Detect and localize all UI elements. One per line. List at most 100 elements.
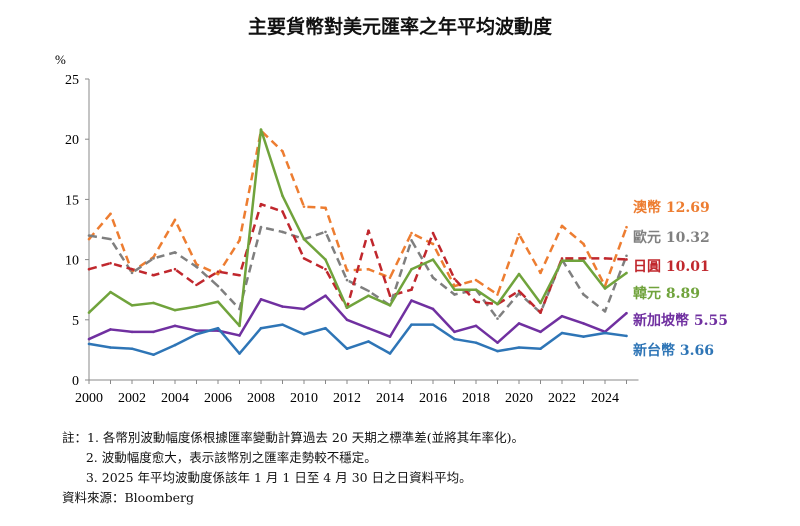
data-point <box>173 267 177 271</box>
data-point <box>302 332 306 336</box>
data-point <box>388 352 392 355</box>
data-point <box>517 272 521 276</box>
series-label-3: 日圓 10.01 <box>633 258 710 275</box>
data-point <box>195 305 198 308</box>
data-point <box>87 234 91 237</box>
data-point <box>410 323 413 326</box>
data-point <box>130 330 134 334</box>
data-point <box>109 328 112 331</box>
series-line-4 <box>88 128 628 328</box>
data-point <box>281 305 284 308</box>
data-point <box>130 304 134 307</box>
data-point <box>216 300 220 304</box>
data-point <box>474 341 478 344</box>
series-line-5 <box>88 294 628 344</box>
data-point <box>173 308 177 312</box>
data-point <box>302 257 306 260</box>
data-point <box>388 304 392 307</box>
data-point <box>109 346 112 349</box>
series-label-2: 歐元 10.32 <box>633 229 710 246</box>
data-point <box>603 257 607 260</box>
data-point <box>345 318 349 322</box>
series-label-1: 澳幣 12.69 <box>633 199 710 216</box>
data-point <box>216 326 220 330</box>
x-tick-label: 2006 <box>204 391 232 406</box>
data-point <box>281 210 284 213</box>
data-point <box>345 269 349 272</box>
data-point <box>582 242 585 246</box>
data-point <box>152 301 155 305</box>
data-point <box>625 225 628 229</box>
data-point <box>367 267 370 271</box>
data-point <box>87 267 91 271</box>
x-tick-label: 2014 <box>376 391 404 406</box>
data-point <box>582 257 585 260</box>
data-point <box>302 307 306 311</box>
data-point <box>388 294 392 298</box>
data-point <box>259 225 263 229</box>
data-point <box>152 330 155 334</box>
data-point <box>302 237 306 241</box>
data-point <box>152 353 155 357</box>
data-point <box>431 231 435 235</box>
data-point <box>625 258 628 261</box>
x-tick-label: 2020 <box>505 391 533 406</box>
data-point <box>367 294 370 298</box>
data-point <box>474 300 478 304</box>
data-point <box>582 293 585 296</box>
data-point <box>281 323 284 326</box>
note-3: 3. 2025 年平均波動度係該年 1 月 1 日至 4 月 30 日之日資料平… <box>62 470 472 485</box>
data-point <box>431 242 435 246</box>
data-point <box>496 293 499 296</box>
data-point <box>410 267 413 271</box>
data-point <box>603 287 607 290</box>
x-tick-label: 2022 <box>548 391 576 406</box>
data-point <box>238 352 241 355</box>
data-point <box>367 229 370 233</box>
data-point <box>324 294 327 298</box>
data-point <box>625 334 628 338</box>
data-point <box>517 289 521 293</box>
data-point <box>410 299 413 302</box>
data-point <box>453 293 456 296</box>
data-point <box>431 323 435 326</box>
data-point <box>517 346 521 349</box>
data-point <box>539 311 542 314</box>
x-tick-label: 2010 <box>290 391 318 406</box>
series-label-4: 韓元 8.89 <box>633 285 700 302</box>
data-point <box>238 239 241 242</box>
data-point <box>238 334 241 337</box>
data-point <box>324 267 327 271</box>
footnotes: 註：1. 各幣別波動幅度係根據匯率變動計算過去 20 天期之標準差(並將其年率化… <box>62 428 524 508</box>
data-point <box>517 233 521 236</box>
data-point <box>625 311 628 315</box>
data-point <box>324 206 327 210</box>
series-label-5: 新加坡幣 5.55 <box>633 312 728 329</box>
y-axis-label: % <box>55 52 66 67</box>
data-point <box>173 324 177 328</box>
data-point <box>560 331 564 335</box>
data-point <box>539 330 542 334</box>
x-tick-label: 2004 <box>161 391 189 406</box>
data-point <box>539 271 542 275</box>
data-point <box>431 258 435 261</box>
x-tick-label: 2000 <box>75 391 103 406</box>
data-point <box>625 271 628 275</box>
data-point <box>216 284 220 288</box>
data-point <box>109 237 112 241</box>
data-point <box>173 343 177 347</box>
data-point <box>109 261 112 265</box>
data-point <box>560 257 564 260</box>
data-point <box>281 149 284 153</box>
data-point <box>453 277 456 281</box>
data-point <box>603 310 607 313</box>
data-point <box>259 128 263 131</box>
data-point <box>195 329 198 332</box>
data-point <box>195 332 198 336</box>
data-point <box>216 270 220 273</box>
data-point <box>130 267 134 271</box>
data-point <box>238 324 241 328</box>
y-tick-label: 15 <box>65 193 79 208</box>
data-point <box>367 289 370 293</box>
data-point <box>539 347 542 350</box>
